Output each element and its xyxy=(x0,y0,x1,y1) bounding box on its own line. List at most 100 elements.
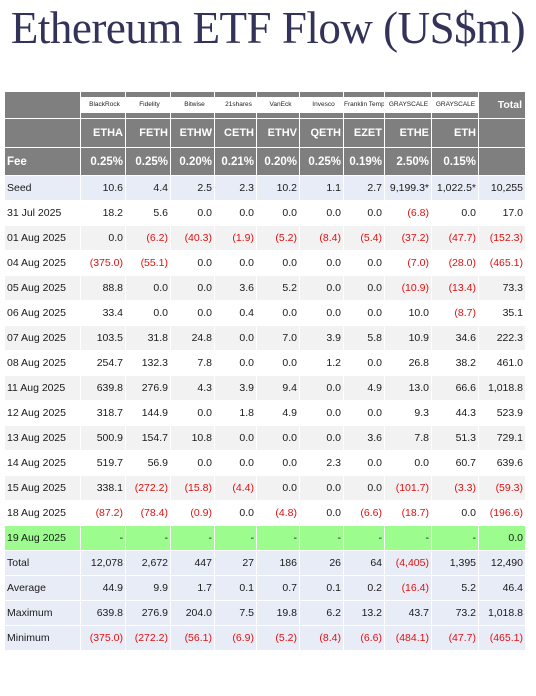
flow-cell: 0.0 xyxy=(343,400,385,426)
ticker-cell: CETH xyxy=(214,118,257,148)
row-total-cell: 461.0 xyxy=(478,350,526,376)
flow-cell: (55.1) xyxy=(125,250,171,276)
flow-cell: 204.0 xyxy=(170,600,215,626)
flow-cell: 56.9 xyxy=(125,450,171,476)
flow-cell: 10.0 xyxy=(384,300,432,326)
flow-cell: (47.7) xyxy=(431,225,479,251)
row-label: 08 Aug 2025 xyxy=(4,350,81,376)
flow-cell: (375.0) xyxy=(80,625,126,651)
table-row: 05 Aug 2025 88.8 0.0 0.0 3.6 5.2 0.0 0.0 (10.9)(… xyxy=(4,275,526,301)
flow-cell: (47.7) xyxy=(431,625,479,651)
row-total-cell: 729.1 xyxy=(478,425,526,451)
total-column-header: Total xyxy=(478,91,526,119)
table-row: 18 Aug 2025 (87.2) (78.4) (0.9) 0.0 (4.8) 0.0(… xyxy=(4,500,526,526)
flow-cell: (1.9) xyxy=(214,225,257,251)
flow-cell: (13.4) xyxy=(431,275,479,301)
row-label: 19 Aug 2025 xyxy=(4,525,81,551)
flow-cell: 0.0 xyxy=(431,500,479,526)
row-total-cell: 12,490 xyxy=(478,550,526,576)
flow-cell: 2.7 xyxy=(343,175,385,201)
flow-cell: 1.2 xyxy=(299,350,344,376)
flow-cell: (10.9) xyxy=(384,275,432,301)
flow-cell: 0.0 xyxy=(343,300,385,326)
flow-cell: 0.0 xyxy=(343,275,385,301)
flow-cell: 4.3 xyxy=(170,375,215,401)
row-label: 01 Aug 2025 xyxy=(4,225,81,251)
flow-cell: 60.7 xyxy=(431,450,479,476)
issuer-logo: Bitwise xyxy=(171,97,214,113)
table-row: 14 Aug 2025 519.7 56.9 0.0 0.0 0.0 2.3 0.0 0.0 60… xyxy=(4,450,526,476)
flow-cell: (18.7) xyxy=(384,500,432,526)
row-total-cell: 46.4 xyxy=(478,575,526,601)
fee-cell: 0.19% xyxy=(343,147,385,176)
flow-cell: (15.8) xyxy=(170,475,215,501)
flow-cell: 0.0 xyxy=(299,300,344,326)
flow-cell: 0.7 xyxy=(256,575,300,601)
flow-cell: 0.0 xyxy=(343,350,385,376)
ticker-cell: QETH xyxy=(299,118,344,148)
flow-cell: 0.0 xyxy=(343,475,385,501)
flow-cell: 73.2 xyxy=(431,600,479,626)
row-label: Seed xyxy=(4,175,81,201)
flow-cell: (6.2) xyxy=(125,225,171,251)
flow-cell: 144.9 xyxy=(125,400,171,426)
flow-cell: - xyxy=(256,525,300,551)
flow-cell: 64 xyxy=(343,550,385,576)
table-row: 15 Aug 2025 338.1 (272.2) (15.8) (4.4) 0.0 0.0… xyxy=(4,475,526,501)
row-total-cell: 17.0 xyxy=(478,200,526,226)
row-total-cell: 35.1 xyxy=(478,300,526,326)
row-total-cell: 1,018.8 xyxy=(478,600,526,626)
flow-cell: (5.2) xyxy=(256,625,300,651)
flow-cell: (0.9) xyxy=(170,500,215,526)
row-label: 14 Aug 2025 xyxy=(4,450,81,476)
issuer-logo: GRAYSCALE xyxy=(385,97,431,113)
issuer-logo-cell: Franklin Templeton xyxy=(343,91,385,119)
flow-cell: 9.9 xyxy=(125,575,171,601)
flow-cell: 9,199.3* xyxy=(384,175,432,201)
flow-cell: 519.7 xyxy=(80,450,126,476)
flow-cell: 10.9 xyxy=(384,325,432,351)
row-label: 11 Aug 2025 xyxy=(4,375,81,401)
flow-cell: 0.0 xyxy=(256,450,300,476)
row-label: 15 Aug 2025 xyxy=(4,475,81,501)
flow-cell: 0.0 xyxy=(170,275,215,301)
flow-cell: - xyxy=(384,525,432,551)
flow-cell: 0.0 xyxy=(343,250,385,276)
flow-cell: 254.7 xyxy=(80,350,126,376)
flow-cell: 0.0 xyxy=(170,200,215,226)
issuer-logo: 21shares xyxy=(215,97,256,113)
flow-cell: 3.6 xyxy=(214,275,257,301)
flow-cell: 24.8 xyxy=(170,325,215,351)
flow-cell: 1,395 xyxy=(431,550,479,576)
row-total-cell: (196.6) xyxy=(478,500,526,526)
table-row: Total 12,078 2,672 447 27 186 26 64 (4,405) 1,395… xyxy=(4,550,526,576)
row-total-cell: (465.1) xyxy=(478,250,526,276)
issuer-logo-cell: Invesco xyxy=(299,91,344,119)
flow-cell: 639.8 xyxy=(80,600,126,626)
flow-cell: 2.5 xyxy=(170,175,215,201)
issuer-logo: Fidelity xyxy=(126,97,170,113)
flow-cell: 13.0 xyxy=(384,375,432,401)
flow-cell: (272.2) xyxy=(125,625,171,651)
flow-cell: 132.3 xyxy=(125,350,171,376)
flow-cell: 0.0 xyxy=(256,425,300,451)
flow-cell: 0.0 xyxy=(431,200,479,226)
table-row: 07 Aug 2025 103.5 31.8 24.8 0.0 7.0 3.9 5.8 10.9… xyxy=(4,325,526,351)
flow-cell: - xyxy=(80,525,126,551)
flow-cell: 7.5 xyxy=(214,600,257,626)
fee-total-cell xyxy=(478,147,526,176)
issuer-logo-cell: VanEck xyxy=(256,91,300,119)
table-row: Average 44.9 9.9 1.7 0.1 0.7 0.1 0.2 (16.4) 5.2 46… xyxy=(4,575,526,601)
flow-cell: 0.4 xyxy=(214,300,257,326)
flow-cell: 0.0 xyxy=(125,275,171,301)
flow-cell: (87.2) xyxy=(80,500,126,526)
issuer-logo-cell: GRAYSCALE xyxy=(431,91,479,119)
flow-cell: 0.0 xyxy=(214,250,257,276)
flow-cell: - xyxy=(431,525,479,551)
fee-cell: 0.20% xyxy=(170,147,215,176)
flow-cell: 2,672 xyxy=(125,550,171,576)
flow-cell: 0.0 xyxy=(299,375,344,401)
flow-cell: (16.4) xyxy=(384,575,432,601)
flow-cell: 3.9 xyxy=(214,375,257,401)
flow-cell: (4.8) xyxy=(256,500,300,526)
